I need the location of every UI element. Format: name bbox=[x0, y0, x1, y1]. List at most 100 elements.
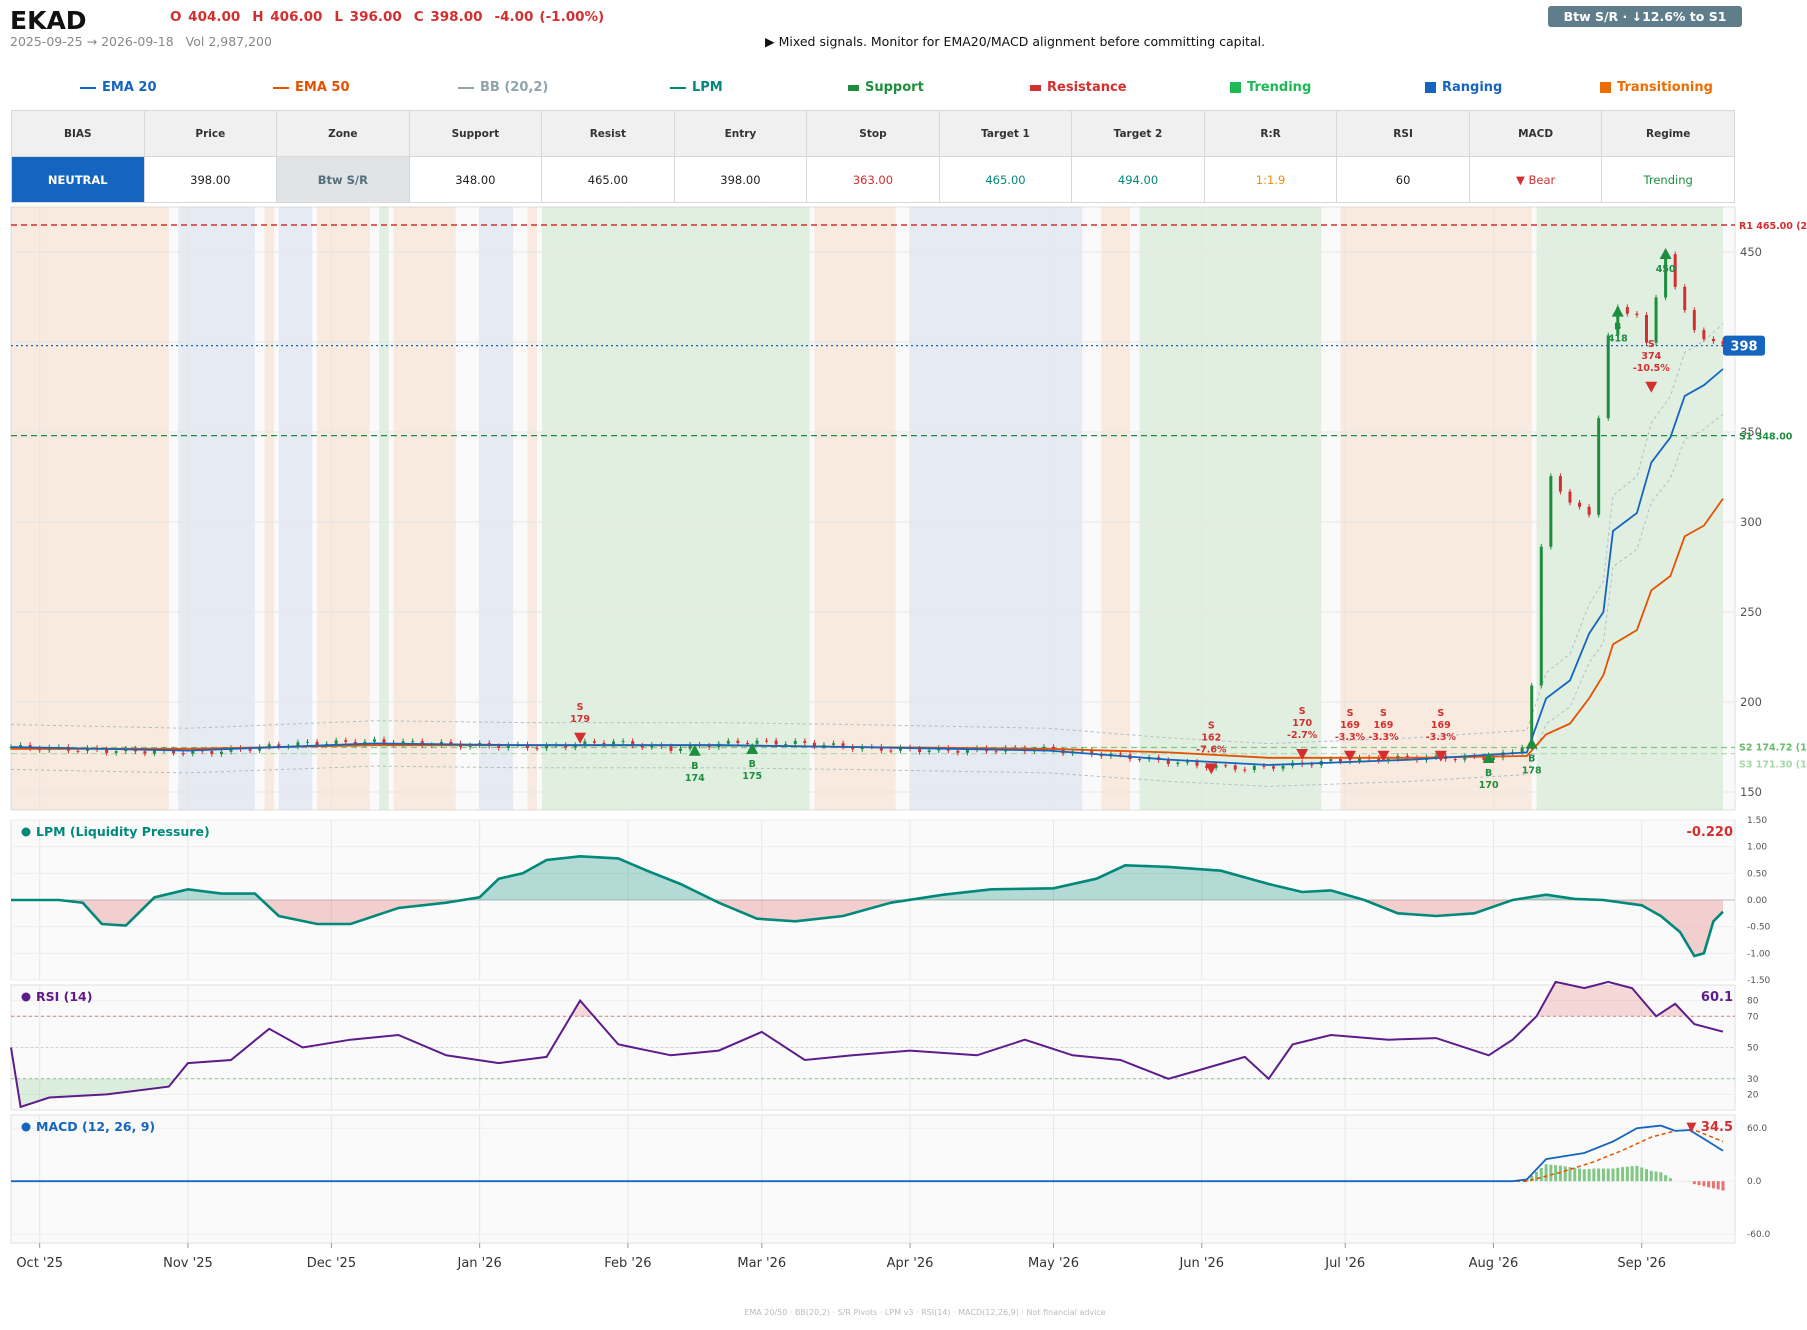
summary-table: BIAS Price Zone Support Resist Entry Stop Targe… bbox=[11, 110, 1735, 203]
candle-body bbox=[1587, 506, 1591, 515]
level-label: R1 465.00 (2x) bbox=[1739, 221, 1807, 232]
candle-body bbox=[1138, 759, 1142, 761]
regime-band-transitioning bbox=[317, 207, 370, 810]
candle-body bbox=[1281, 765, 1285, 769]
table-header-cell: Target 2 bbox=[1071, 110, 1205, 157]
sell-marker bbox=[1645, 381, 1658, 393]
ohlc-item: C 398.00 bbox=[413, 9, 483, 25]
candle-body bbox=[841, 743, 845, 747]
candle-body bbox=[879, 746, 883, 751]
candle-body bbox=[573, 745, 577, 748]
regime-band-transitioning bbox=[1101, 207, 1131, 810]
lpm-tick-label: -0.50 bbox=[1747, 923, 1771, 933]
candle-body bbox=[372, 739, 376, 742]
candle-body bbox=[545, 745, 549, 749]
trade-marker-label: 162 bbox=[1201, 732, 1221, 743]
x-tick-label: Oct '25 bbox=[16, 1256, 63, 1271]
candle-body bbox=[1205, 765, 1209, 768]
macd-histogram-bar bbox=[1549, 1164, 1553, 1182]
x-tick-label: Jan '26 bbox=[456, 1256, 501, 1271]
buy-marker bbox=[746, 743, 759, 754]
trade-marker-label: S bbox=[1437, 708, 1444, 719]
candle-body bbox=[497, 745, 501, 749]
legend-label: Resistance bbox=[1047, 80, 1127, 95]
regime-band-transitioning bbox=[393, 207, 456, 810]
x-tick-label: Jun '26 bbox=[1178, 1256, 1224, 1271]
candle-body bbox=[105, 749, 109, 753]
candle-body bbox=[1214, 765, 1218, 768]
macd-histogram-bar bbox=[1592, 1168, 1596, 1182]
legend-swatch bbox=[848, 84, 859, 91]
candle-body bbox=[1185, 761, 1189, 763]
candle-body bbox=[1664, 254, 1668, 298]
rsi-last-value: 60.1 bbox=[1701, 990, 1733, 1005]
sell-marker bbox=[1205, 763, 1218, 775]
candle-body bbox=[927, 750, 931, 753]
ohlc-item: L 396.00 bbox=[334, 9, 402, 25]
rsi-overbought-fill bbox=[11, 985, 1723, 1017]
regime-band-transitioning bbox=[264, 207, 275, 810]
rsi-title-dot bbox=[21, 992, 31, 1002]
macd-histogram-bar bbox=[1544, 1164, 1548, 1182]
lpm-tick-label: 0.50 bbox=[1747, 869, 1767, 879]
macd-tick-label: 60.0 bbox=[1747, 1124, 1767, 1134]
macd-histogram-bar bbox=[1721, 1181, 1725, 1191]
level-label: S3 171.30 (104x) bbox=[1739, 760, 1807, 771]
ohlc-item: (-1.00%) bbox=[539, 9, 605, 25]
candle-body bbox=[1692, 310, 1696, 331]
table-value-resist: 465.00 bbox=[541, 156, 675, 203]
x-tick-label: Jul '26 bbox=[1324, 1256, 1365, 1271]
candle-body bbox=[1252, 765, 1256, 770]
rsi-title: RSI (14) bbox=[21, 989, 92, 1004]
macd-histogram-bar bbox=[1668, 1178, 1672, 1182]
footer-note: EMA 20/50 · BB(20,2) · S/R Pivots · LPM … bbox=[744, 1308, 1106, 1317]
lpm-title: LPM (Liquidity Pressure) bbox=[21, 824, 210, 839]
macd-histogram-bar bbox=[1716, 1181, 1720, 1190]
current-price-value: 398 bbox=[1730, 340, 1757, 355]
trade-marker-label: B bbox=[1485, 768, 1492, 779]
candle-body bbox=[315, 741, 319, 745]
candle-body bbox=[143, 751, 147, 754]
lpm-tick-label: 1.00 bbox=[1747, 843, 1767, 853]
macd-histogram-bar bbox=[1697, 1181, 1701, 1186]
candle-body bbox=[1118, 753, 1122, 755]
ohlc-item: -4.00 bbox=[494, 9, 534, 25]
signal-message: ▶ Mixed signals. Monitor for EMA20/MACD … bbox=[765, 34, 1266, 49]
macd-histogram-bar bbox=[1573, 1167, 1577, 1182]
candle-body bbox=[1616, 307, 1620, 336]
trade-marker-label: B bbox=[749, 759, 756, 770]
price-tick-label: 450 bbox=[1740, 245, 1762, 259]
candle-body bbox=[1501, 752, 1505, 758]
table-value-bias: NEUTRAL bbox=[11, 156, 145, 203]
macd-histogram-bar bbox=[1568, 1167, 1572, 1182]
legend-label: BB (20,2) bbox=[480, 80, 549, 95]
trade-marker-label: -3.3% bbox=[1335, 732, 1366, 743]
legend-swatch bbox=[1600, 82, 1611, 93]
table-header-cell: Entry bbox=[673, 110, 808, 157]
candle-body bbox=[832, 743, 836, 745]
buy-marker bbox=[1525, 737, 1538, 749]
candle-body bbox=[1224, 765, 1228, 767]
macd-histogram-bar bbox=[1616, 1167, 1620, 1182]
candle-body bbox=[669, 746, 673, 751]
trade-marker-label: -7.6% bbox=[1196, 744, 1227, 755]
candle-body bbox=[1090, 750, 1094, 755]
legend-item-resistance: Resistance bbox=[1030, 80, 1127, 95]
candle-body bbox=[267, 744, 271, 747]
candle-body bbox=[76, 750, 80, 752]
candle-body bbox=[19, 745, 23, 747]
candle-body bbox=[1176, 762, 1180, 764]
candle-body bbox=[1578, 502, 1582, 507]
table-value-support: 348.00 bbox=[408, 156, 543, 203]
rsi-line bbox=[10, 980, 1724, 1109]
trade-marker-label: B bbox=[691, 761, 698, 772]
legend-label: LPM bbox=[692, 80, 723, 95]
panel-background bbox=[10, 1114, 1736, 1244]
bb-lower-line bbox=[10, 413, 1724, 787]
candle-body bbox=[1166, 760, 1170, 764]
candle-body bbox=[1558, 476, 1562, 492]
legend-label: Ranging bbox=[1442, 80, 1503, 95]
candle-body bbox=[1434, 755, 1438, 758]
zone-badge: Btw S/R · ↓12.6% to S1 bbox=[1548, 6, 1742, 27]
date-volume-line: 2025-09-25 → 2026-09-18 Vol 2,987,200 bbox=[10, 34, 272, 49]
